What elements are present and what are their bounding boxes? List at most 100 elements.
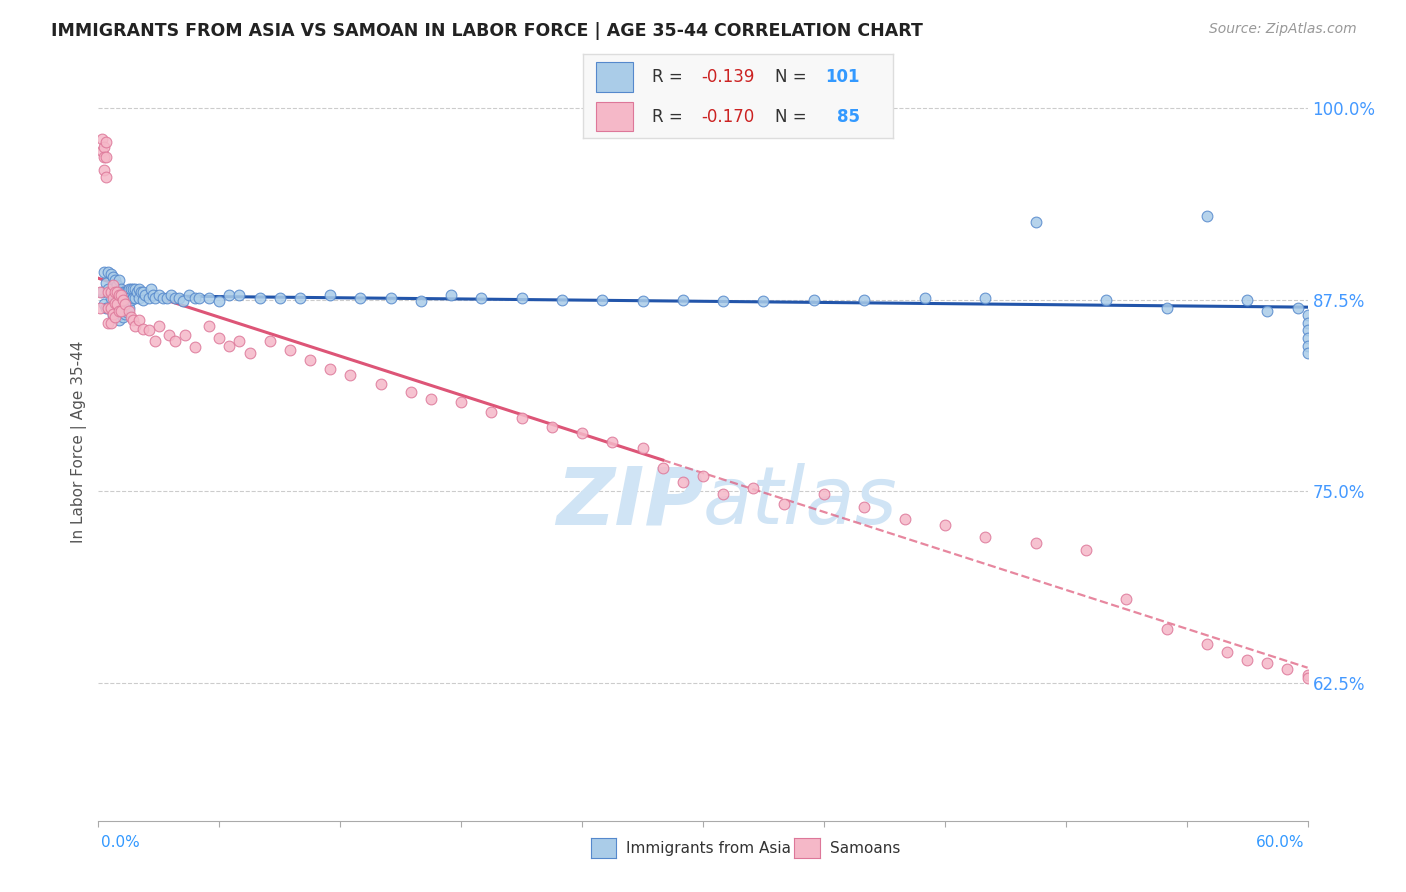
Point: [1156, 301, 1178, 315]
Point: [1256, 656, 1278, 670]
Text: Samoans: Samoans: [830, 841, 900, 855]
Point: [1296, 316, 1319, 330]
Point: [132, 293, 155, 307]
Point: [110, 307, 132, 321]
Point: [110, 293, 132, 307]
Point: [914, 291, 936, 305]
Point: [1156, 622, 1178, 636]
Point: [125, 285, 148, 300]
Point: [128, 282, 150, 296]
Point: [91, 145, 114, 159]
Point: [672, 293, 695, 307]
Point: [208, 331, 231, 345]
Point: [893, 512, 915, 526]
Text: Source: ZipAtlas.com: Source: ZipAtlas.com: [1209, 22, 1357, 37]
Point: [132, 285, 155, 300]
Point: [228, 334, 250, 349]
Point: [1286, 301, 1309, 315]
Point: [1296, 324, 1319, 338]
Point: [1277, 662, 1299, 676]
Point: [107, 285, 129, 300]
Point: [93, 265, 115, 279]
Point: [101, 308, 124, 322]
Point: [188, 291, 211, 305]
Point: [1236, 653, 1258, 667]
Point: [105, 285, 128, 300]
Point: [96, 170, 118, 185]
Text: Immigrants from Asia: Immigrants from Asia: [626, 841, 790, 855]
Point: [602, 435, 624, 450]
Point: [540, 420, 562, 434]
Point: [1296, 668, 1319, 682]
Text: R =: R =: [651, 69, 688, 87]
Point: [160, 288, 183, 302]
Point: [380, 291, 402, 305]
Point: [121, 291, 143, 305]
Point: [1115, 591, 1137, 606]
Point: [111, 293, 134, 307]
Point: [399, 384, 422, 399]
Point: [772, 497, 794, 511]
Point: [96, 150, 118, 164]
Point: [110, 282, 132, 296]
Point: [138, 291, 160, 305]
Point: [100, 267, 122, 281]
Point: [103, 288, 125, 302]
Point: [118, 282, 141, 296]
Point: [100, 291, 122, 305]
Point: [1025, 215, 1047, 229]
Text: 101: 101: [825, 69, 859, 87]
Point: [163, 291, 186, 305]
Point: [118, 301, 141, 315]
Point: [711, 487, 734, 501]
Point: [803, 293, 825, 307]
Point: [339, 368, 361, 382]
Point: [93, 297, 115, 311]
Point: [934, 518, 956, 533]
Point: [115, 305, 138, 319]
Point: [651, 461, 673, 475]
Point: [551, 293, 574, 307]
Text: 0.0%: 0.0%: [101, 836, 141, 850]
Point: [591, 293, 613, 307]
Point: [97, 282, 120, 296]
Point: [269, 291, 291, 305]
Text: -0.139: -0.139: [702, 69, 755, 87]
Point: [97, 316, 120, 330]
Point: [89, 285, 111, 300]
Text: N =: N =: [775, 69, 813, 87]
Point: [143, 291, 166, 305]
Point: [97, 301, 120, 315]
Point: [1296, 308, 1319, 322]
Point: [111, 310, 134, 324]
Text: R =: R =: [651, 108, 688, 126]
Point: [510, 410, 533, 425]
Point: [249, 291, 271, 305]
Point: [114, 307, 136, 321]
Point: [105, 277, 128, 292]
Point: [142, 288, 165, 302]
Point: [107, 312, 129, 326]
Point: [139, 282, 162, 296]
Point: [198, 318, 221, 333]
Point: [1195, 638, 1218, 652]
Point: [101, 288, 124, 302]
Point: [711, 294, 734, 309]
Point: [853, 293, 876, 307]
Point: [1236, 293, 1258, 307]
Point: [1074, 542, 1097, 557]
Point: [103, 285, 125, 300]
Point: [163, 334, 186, 349]
Point: [672, 475, 695, 490]
Point: [101, 277, 124, 292]
Point: [172, 294, 194, 309]
Point: [110, 288, 132, 302]
FancyBboxPatch shape: [596, 62, 633, 92]
Point: [124, 318, 146, 333]
Text: ZIP: ZIP: [555, 463, 703, 541]
Point: [1256, 303, 1278, 318]
Point: [157, 328, 180, 343]
Point: [299, 352, 322, 367]
Point: [120, 310, 142, 324]
Point: [120, 293, 142, 307]
